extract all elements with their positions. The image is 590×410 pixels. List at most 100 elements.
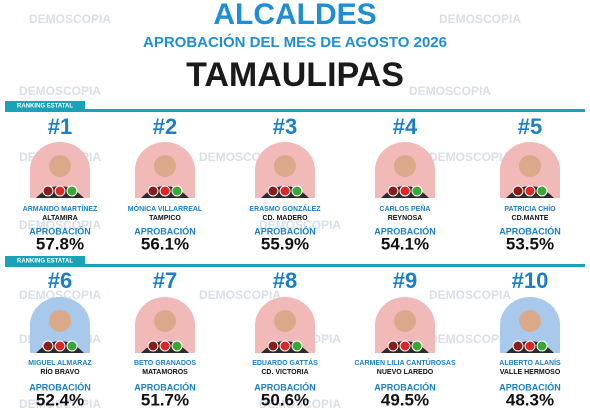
party-logo bbox=[66, 340, 78, 352]
party-logo bbox=[411, 185, 423, 197]
party-logo bbox=[536, 185, 548, 197]
photo-head bbox=[394, 155, 416, 177]
rank: #6 bbox=[48, 268, 72, 293]
approval-value: 53.5% bbox=[506, 234, 554, 253]
approval-value: 52.4% bbox=[36, 390, 84, 409]
photo-head bbox=[154, 155, 176, 177]
party-logo bbox=[159, 185, 171, 197]
approval-label: APROBACIÓN bbox=[29, 225, 91, 236]
party-logo bbox=[291, 185, 303, 197]
party-logo bbox=[267, 185, 279, 197]
section-rule bbox=[5, 264, 585, 267]
rank: #7 bbox=[153, 268, 177, 293]
party-logo bbox=[42, 185, 54, 197]
section-tag bbox=[5, 256, 85, 265]
rank: #8 bbox=[273, 268, 297, 293]
party-logo bbox=[147, 340, 159, 352]
watermark: DEMOSCOPIA bbox=[199, 288, 281, 302]
party-logo bbox=[171, 340, 183, 352]
approval-label: APROBACIÓN bbox=[254, 225, 316, 236]
approval-value: 57.8% bbox=[36, 234, 84, 253]
party-logo bbox=[279, 340, 291, 352]
subtitle: APROBACIÓN DEL MES DE AGOSTO 2026 bbox=[143, 33, 447, 51]
city: CD. VICTORIA bbox=[261, 369, 308, 376]
party-logo bbox=[524, 340, 536, 352]
watermark: DEMOSCOPIA bbox=[19, 84, 101, 98]
watermark: DEMOSCOPIA bbox=[19, 397, 101, 410]
watermark: DEMOSCOPIA bbox=[259, 218, 341, 232]
name: CARMEN LILIA CANTÚROSAS bbox=[354, 358, 456, 367]
city: ALTAMIRA bbox=[42, 215, 78, 222]
watermark: DEMOSCOPIA bbox=[19, 218, 101, 232]
photo-head bbox=[519, 310, 541, 332]
rank: #3 bbox=[273, 114, 297, 139]
party-logo bbox=[42, 340, 54, 352]
name: MIGUEL ALMARAZ bbox=[28, 360, 92, 367]
approval-label: APROBACIÓN bbox=[374, 225, 436, 236]
party-logo bbox=[291, 340, 303, 352]
party-logo bbox=[159, 340, 171, 352]
section-tag bbox=[5, 101, 85, 110]
approval-label: APROBACIÓN bbox=[254, 381, 316, 392]
party-logo bbox=[399, 185, 411, 197]
city: MATAMOROS bbox=[142, 369, 188, 376]
watermark: DEMOSCOPIA bbox=[29, 12, 111, 26]
party-logo bbox=[399, 340, 411, 352]
name: BETO GRANADOS bbox=[134, 360, 196, 367]
watermark: DEMOSCOPIA bbox=[409, 84, 491, 98]
name: EDUARDO GATTÁS bbox=[252, 358, 318, 367]
watermark: DEMOSCOPIA bbox=[259, 397, 341, 410]
rankings: RANKING ESTATAL #1 ARMANDO MARTÍNEZ ALTAMIR… bbox=[5, 101, 585, 409]
name: ERASMO GONZÁLEZ bbox=[249, 204, 321, 213]
section-label: RANKING ESTATAL bbox=[17, 104, 73, 110]
rank: #4 bbox=[393, 114, 418, 139]
photo-head bbox=[394, 310, 416, 332]
state: TAMAULIPAS bbox=[186, 56, 404, 94]
name: ALBERTO ALANÍS bbox=[499, 358, 561, 367]
city: VALLE HERMOSO bbox=[500, 369, 561, 376]
rank: #5 bbox=[518, 114, 542, 139]
photo-head bbox=[274, 155, 296, 177]
approval-value: 48.3% bbox=[506, 390, 554, 409]
approval-value: 54.1% bbox=[381, 234, 429, 253]
party-logo bbox=[512, 340, 524, 352]
city: CD. MADERO bbox=[262, 215, 308, 222]
approval-value: 56.1% bbox=[141, 234, 189, 253]
rank: #2 bbox=[153, 114, 177, 139]
party-logo bbox=[267, 340, 279, 352]
rank: #1 bbox=[48, 114, 72, 139]
party-logo bbox=[524, 185, 536, 197]
approval-label: APROBACIÓN bbox=[499, 225, 561, 236]
name: MÓNICA VILLARREAL bbox=[128, 204, 203, 213]
party-logo bbox=[66, 185, 78, 197]
photo-head bbox=[274, 310, 296, 332]
party-logo bbox=[54, 340, 66, 352]
party-logo bbox=[536, 340, 548, 352]
photo-head bbox=[519, 155, 541, 177]
name: CARLOS PEÑA bbox=[380, 204, 431, 213]
party-logo bbox=[411, 340, 423, 352]
approval-value: 50.6% bbox=[261, 390, 309, 409]
rank: #10 bbox=[512, 268, 549, 293]
approval-label: APROBACIÓN bbox=[134, 225, 196, 236]
city: RÍO BRAVO bbox=[40, 367, 80, 376]
section-label: RANKING ESTATAL bbox=[17, 259, 73, 265]
watermark: DEMOSCOPIA bbox=[429, 332, 511, 346]
watermark: DEMOSCOPIA bbox=[19, 288, 101, 302]
party-logo bbox=[512, 185, 524, 197]
city: REYNOSA bbox=[388, 215, 423, 222]
name: PATRICIA CHÍO bbox=[504, 204, 556, 213]
approval-label: APROBACIÓN bbox=[29, 381, 91, 392]
photo-head bbox=[154, 310, 176, 332]
approval-label: APROBACIÓN bbox=[134, 381, 196, 392]
party-logo bbox=[147, 185, 159, 197]
watermark: DEMOSCOPIA bbox=[429, 150, 511, 164]
approval-value: 51.7% bbox=[141, 390, 189, 409]
rank: #9 bbox=[393, 268, 417, 293]
party-logo bbox=[387, 185, 399, 197]
city: TAMPICO bbox=[149, 215, 181, 222]
approval-value: 49.5% bbox=[381, 390, 429, 409]
approval-label: APROBACIÓN bbox=[499, 381, 561, 392]
watermark: DEMOSCOPIA bbox=[439, 12, 521, 26]
